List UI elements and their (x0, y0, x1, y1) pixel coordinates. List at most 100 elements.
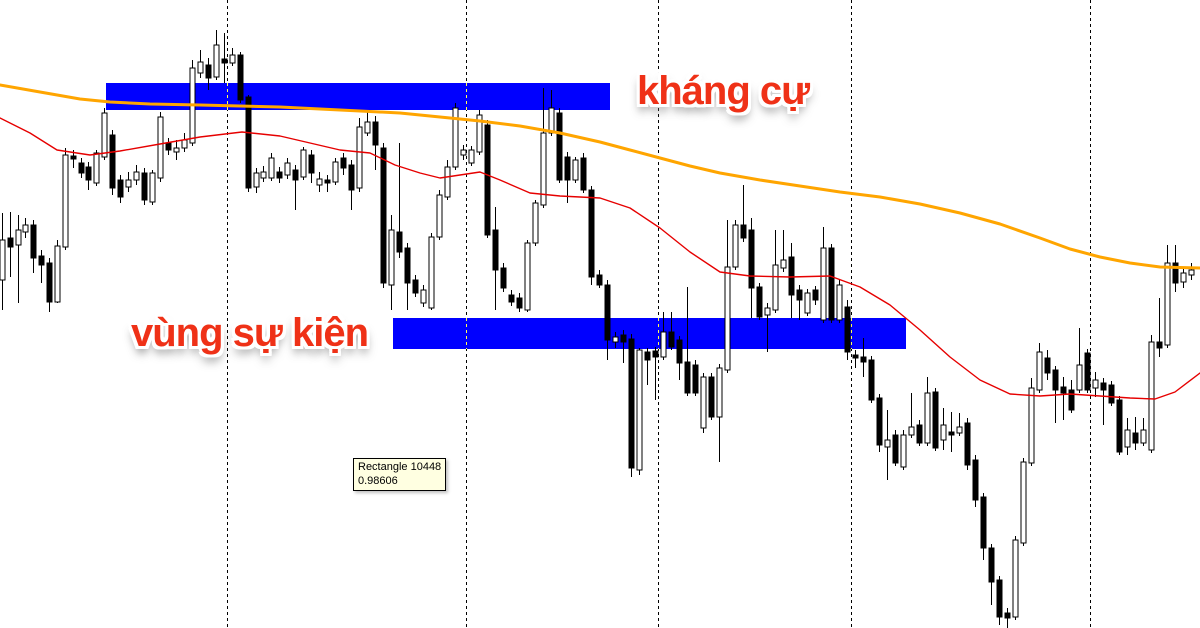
bull-candle-body (660, 331, 667, 358)
bear-candle-body (844, 306, 851, 353)
bear-candle-body (652, 350, 659, 358)
bear-candle-body (684, 361, 691, 394)
bull-candle-body (548, 107, 555, 134)
bear-candle-body (876, 397, 883, 446)
bull-candle-body (732, 224, 739, 268)
bull-candle-body (532, 202, 539, 244)
bear-candle-body (78, 162, 85, 174)
bull-candle-body (1076, 364, 1083, 391)
bull-candle-body (229, 54, 236, 64)
bear-candle-body (1052, 369, 1059, 391)
bull-candle-body (22, 224, 29, 233)
bull-candle-body (908, 426, 915, 436)
bear-candle-body (692, 364, 699, 394)
bear-candle-body (948, 431, 955, 436)
bear-candle-body (932, 391, 939, 449)
bull-candle-body (1188, 269, 1195, 276)
bull-candle-body (300, 149, 307, 178)
bull-candle-body (1028, 387, 1035, 464)
bear-candle-body (860, 356, 867, 363)
bear-candle-body (141, 172, 148, 201)
bear-candle-body (756, 286, 763, 318)
bear-candle-body (372, 121, 379, 146)
bear-candle-body (324, 179, 331, 184)
bear-candle-body (7, 237, 14, 248)
bear-candle-body (708, 376, 715, 418)
bear-candle-body (237, 54, 244, 101)
bull-candle-body (0, 239, 6, 281)
bear-candle-body (70, 155, 77, 160)
bull-candle-body (884, 439, 891, 448)
bull-candle-body (101, 112, 108, 158)
bull-candle-body (284, 162, 291, 176)
bear-candle-body (1004, 612, 1011, 619)
resistance-label[interactable]: kháng cự (637, 69, 810, 113)
bear-candle-body (85, 166, 92, 181)
bear-candle-body (308, 154, 315, 174)
bull-candle-body (1124, 429, 1131, 448)
bull-candle-body (149, 172, 156, 203)
bear-candle-body (620, 334, 627, 343)
bull-candle-body (1180, 272, 1187, 283)
bear-candle-body (1108, 384, 1115, 404)
bull-candle-body (125, 179, 132, 188)
tooltip-object-name: Rectangle 10448 (358, 461, 442, 473)
bear-candle-body (796, 289, 803, 301)
bear-candle-body (788, 256, 795, 296)
bull-candle-body (452, 107, 459, 168)
bear-candle-body (516, 297, 523, 309)
bear-candle-body (484, 124, 491, 236)
object-tooltip: Rectangle 10448 0.98606 (353, 458, 447, 491)
ma-slow-orange-line[interactable] (0, 83, 1200, 270)
bear-candle-body (276, 171, 283, 179)
bear-candle-body (205, 64, 212, 79)
bear-candle-body (109, 134, 116, 189)
bull-candle-body (764, 307, 771, 316)
bear-candle-body (1156, 341, 1163, 349)
bull-candle-body (1140, 429, 1147, 444)
tooltip-price-value: 0.98606 (358, 475, 398, 487)
event-zone-rect[interactable] (393, 318, 906, 349)
bull-candle-body (636, 349, 643, 471)
bull-candle-body (1164, 262, 1171, 346)
bear-candle-body (508, 294, 515, 303)
bull-candle-body (820, 247, 827, 321)
bear-candle-body (412, 279, 419, 294)
bear-candle-body (1172, 262, 1179, 284)
bear-candle-body (117, 179, 124, 198)
bull-candle-body (213, 44, 220, 78)
bull-candle-body (197, 61, 204, 74)
bear-candle-body (740, 224, 747, 239)
bull-candle-body (724, 266, 731, 371)
bear-candle-body (676, 339, 683, 364)
bear-candle-body (868, 359, 875, 401)
bear-candle-body (348, 164, 355, 191)
bear-candle-body (828, 247, 835, 321)
bear-candle-body (980, 496, 987, 549)
bull-candle-body (173, 147, 180, 153)
bull-candle-body (388, 229, 395, 286)
bear-candle-body (38, 255, 45, 266)
bear-candle-body (644, 351, 651, 361)
bull-candle-body (356, 126, 363, 189)
bear-candle-body (812, 289, 819, 301)
bull-candle-body (54, 245, 61, 303)
bear-candle-body (1060, 386, 1067, 394)
bear-candle-body (396, 231, 403, 253)
ma-fast-red-line[interactable] (0, 117, 1200, 400)
bull-candle-body (157, 116, 164, 179)
event-zone-label[interactable]: vùng sự kiện (131, 311, 369, 355)
bull-candle-body (15, 229, 22, 246)
bear-candle-body (404, 247, 411, 284)
bear-candle-body (1084, 352, 1091, 391)
bull-candle-body (780, 259, 787, 269)
bull-candle-body (133, 171, 140, 181)
bear-candle-body (748, 229, 755, 289)
bear-candle-body (245, 96, 252, 189)
bear-candle-body (916, 424, 923, 444)
bull-candle-body (444, 166, 451, 198)
bear-candle-body (596, 274, 603, 286)
bear-candle-body (30, 224, 37, 259)
bear-candle-body (340, 157, 347, 169)
